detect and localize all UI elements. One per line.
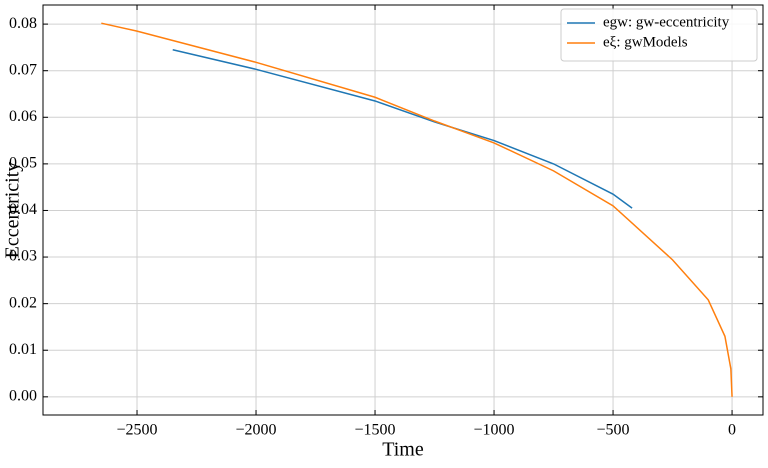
y-tick-label: 0.05: [9, 155, 37, 172]
x-axis-label: Time: [382, 439, 424, 461]
x-tick-label: −500: [597, 422, 630, 439]
y-tick-label: 0.02: [9, 294, 37, 311]
y-tick-label: 0.03: [9, 248, 37, 265]
x-tick-label: −2500: [117, 422, 158, 439]
y-tick-label: 0.08: [9, 15, 37, 32]
legend-label: egw: gw-eccentricity: [603, 14, 730, 30]
x-tick-label: −1500: [355, 422, 396, 439]
series-line: [101, 22, 733, 397]
y-tick-label: 0.01: [9, 341, 37, 358]
x-tick-label: 0: [728, 422, 736, 439]
series-line: [172, 48, 633, 209]
y-tick-label: 0.04: [9, 201, 37, 218]
x-tick-label: −2000: [236, 422, 277, 439]
legend-label: eξ: gwModels: [603, 34, 688, 50]
y-axis-label: Eccentricity: [2, 162, 24, 259]
legend: egw: gw-eccentricity eξ: gwModels: [560, 8, 758, 62]
plot-frame: [42, 4, 764, 416]
legend-box: [560, 8, 758, 62]
x-tick-label: −1000: [474, 422, 515, 439]
y-tick-label: 0.06: [9, 108, 37, 125]
y-tick-label: 0.07: [9, 61, 37, 78]
y-tick-label: 0.00: [9, 388, 37, 405]
